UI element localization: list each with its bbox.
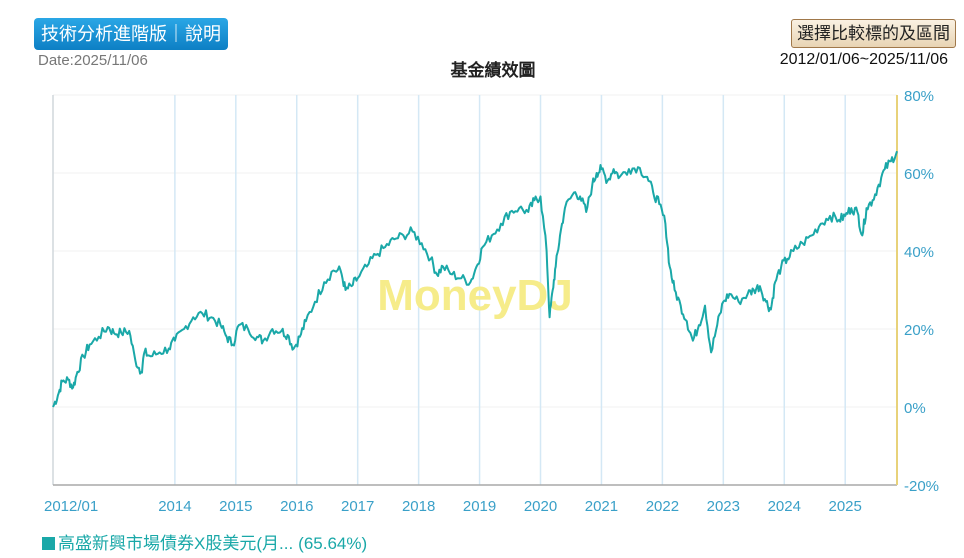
x-tick-label: 2019 [463, 498, 496, 515]
chart-title: 基金績效圖 [450, 61, 536, 80]
y-tick-label: 40% [904, 244, 934, 261]
x-tick-label: 2021 [585, 498, 618, 515]
x-tick-label: 2022 [646, 498, 679, 515]
select-comparison-button[interactable]: 選擇比較標的及區間 [791, 19, 956, 48]
y-tick-label: 80% [904, 88, 934, 105]
x-tick-label: 2018 [402, 498, 435, 515]
legend-series-name: 高盛新興市場債券X股美元(月... [58, 534, 294, 553]
x-tick-label: 2017 [341, 498, 374, 515]
chart-axes [52, 95, 898, 486]
fund-performance-line [52, 150, 898, 408]
y-tick-label: 0% [904, 400, 926, 417]
x-tick-label: 2025 [829, 498, 862, 515]
legend-series-return: (65.64%) [298, 534, 368, 553]
x-tick-label: 2016 [280, 498, 313, 515]
x-tick-label: 2014 [158, 498, 191, 515]
x-tick-label: 2023 [707, 498, 740, 515]
y-tick-label: 20% [904, 322, 934, 339]
x-tick-label: 2015 [219, 498, 252, 515]
x-tick-label: 2012/01 [44, 498, 98, 515]
moneydj-watermark: MoneyDJ [377, 271, 573, 320]
chart-grid [52, 94, 897, 485]
data-date-label: Date:2025/11/06 [38, 52, 148, 69]
x-tick-label: 2020 [524, 498, 557, 515]
y-tick-label: -20% [904, 478, 939, 495]
date-range-label: 2012/01/06~2025/11/06 [779, 51, 948, 68]
y-tick-label: 60% [904, 166, 934, 183]
legend-item[interactable]: 高盛新興市場債券X股美元(月... (65.64%) [42, 529, 367, 554]
legend-swatch [42, 537, 55, 550]
chart-ticks: 80% 60% 40% 20% 0% -20% 2012/01 2014 2015 2016 201… [44, 88, 939, 515]
tech-analysis-help-button[interactable]: 技術分析進階版｜說明 [34, 18, 228, 50]
x-tick-label: 2024 [768, 498, 801, 515]
